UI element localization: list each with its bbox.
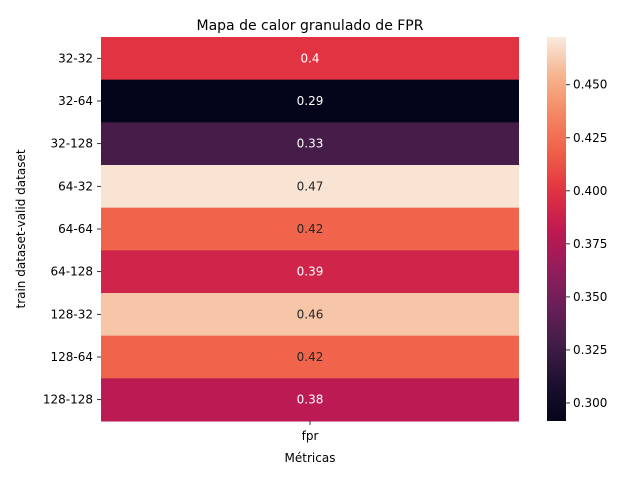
- cell-annotation-64-64: 0.42: [297, 222, 324, 236]
- y-tick-label-128-128: 128-128: [43, 393, 93, 407]
- heatmap-cell-64-64: [101, 207, 519, 251]
- cell-annotation-128-32: 0.46: [297, 307, 324, 321]
- heatmap-cell-128-64: [101, 335, 519, 379]
- cell-annotation-32-32: 0.4: [300, 51, 319, 65]
- colorbar-tick-label: 0.450: [573, 78, 607, 92]
- y-tick-label-32-128: 32-128: [50, 137, 93, 151]
- cell-annotation-32-128: 0.33: [297, 137, 324, 151]
- colorbar-tick-label: 0.350: [573, 290, 607, 304]
- heatmap-cell-128-128: [101, 378, 519, 422]
- y-tick-label-128-32: 128-32: [50, 307, 93, 321]
- cell-annotation-64-32: 0.47: [297, 179, 324, 193]
- y-tick-label-32-32: 32-32: [58, 51, 93, 65]
- heatmap-cells: 0.4 0.29 0.33 0.47 0.42 0.39 0.46 0.42 0.38: [101, 37, 519, 422]
- x-axis-label: Métricas: [285, 451, 336, 465]
- colorbar-tick-label: 0.375: [573, 237, 607, 251]
- cell-annotation-32-64: 0.29: [297, 94, 324, 108]
- heatmap-cell-32-64: [101, 79, 519, 123]
- y-tick-label-64-64: 64-64: [58, 222, 93, 236]
- colorbar-tick-label: 0.300: [573, 396, 607, 410]
- heatmap-cell-32-32: [101, 37, 519, 81]
- y-tick-label-128-64: 128-64: [50, 350, 93, 364]
- y-tick-label-32-64: 32-64: [58, 94, 93, 108]
- x-tick-label-fpr: fpr: [302, 429, 319, 443]
- y-tick-label-64-128: 64-128: [50, 265, 93, 279]
- chart-title: Mapa de calor granulado de FPR: [197, 18, 424, 34]
- colorbar-tick-label: 0.325: [573, 343, 607, 357]
- heatmap-cell-32-128: [101, 122, 519, 166]
- y-tick-labels: 32-32 32-64 32-128 64-32 64-64 64-128 128-32 12…: [43, 51, 101, 407]
- y-tick-label-64-32: 64-32: [58, 179, 93, 193]
- colorbar-gradient: [547, 37, 566, 421]
- colorbar-tick-label: 0.400: [573, 184, 607, 198]
- colorbar-tick-label: 0.425: [573, 131, 607, 145]
- cell-annotation-64-128: 0.39: [297, 265, 324, 279]
- heatmap-cell-64-128: [101, 250, 519, 294]
- heatmap-cell-64-32: [101, 165, 519, 209]
- x-tick-labels: fpr: [302, 421, 319, 443]
- y-axis-label: train dataset-valid dataset: [14, 149, 28, 308]
- cell-annotation-128-128: 0.38: [297, 393, 324, 407]
- colorbar: 0.300 0.325 0.350 0.375 0.400 0.425 0.450: [547, 37, 607, 421]
- heatmap-cell-128-32: [101, 293, 519, 337]
- cell-annotation-128-64: 0.42: [297, 350, 324, 364]
